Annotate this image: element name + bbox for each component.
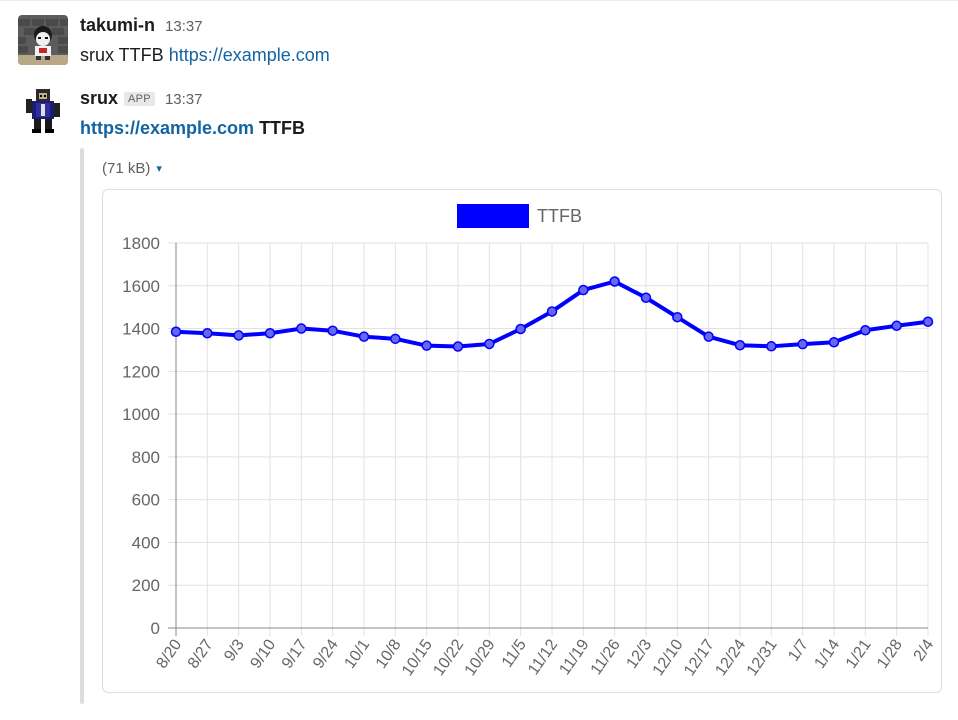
message-bold-text: TTFB (259, 118, 306, 138)
x-tick-label: 11/26 (588, 636, 624, 678)
x-tick-label: 8/27 (185, 636, 217, 671)
app-badge: APP (124, 92, 155, 106)
y-tick-label: 800 (132, 448, 160, 467)
data-point (264, 328, 276, 339)
file-meta: (71 kB) ▾ (102, 160, 162, 177)
data-point (578, 284, 589, 296)
y-tick-label: 0 (151, 619, 160, 638)
message-link[interactable]: https://example.com (80, 118, 255, 138)
chevron-down-icon[interactable]: ▾ (156, 163, 162, 175)
avatar-srux[interactable] (22, 87, 64, 135)
x-tick-label: 12/17 (681, 636, 718, 679)
data-point (609, 276, 620, 287)
x-tick-label: 11/5 (499, 636, 530, 670)
data-point (672, 311, 683, 323)
timestamp[interactable]: 13:37 (165, 18, 203, 35)
attachment-bar (80, 148, 84, 704)
x-tick-label: 9/17 (279, 636, 311, 671)
avatar-image (22, 87, 64, 135)
x-tick-label: 12/24 (712, 636, 749, 679)
legend-label: TTFB (537, 206, 582, 226)
line-chart: 0 200 400 600 800 1000 1200 1400 1600 1800 8/20 8/2… (122, 204, 938, 679)
file-size: (71 kB) (102, 160, 151, 177)
data-point (734, 339, 746, 351)
x-tick-label: 12/10 (650, 636, 687, 679)
data-point (703, 331, 714, 342)
x-tick-label: 11/19 (556, 636, 592, 678)
x-tick-label: 2/4 (911, 636, 938, 664)
x-tick-label: 1/7 (785, 636, 812, 664)
y-tick-label: 1000 (122, 405, 160, 424)
data-point (546, 306, 558, 317)
data-point (296, 323, 307, 334)
x-tick-label: 11/12 (525, 636, 561, 678)
data-point (640, 292, 652, 304)
data-point (421, 340, 432, 351)
avatar-takumi-n[interactable] (18, 15, 68, 65)
x-tick-label: 8/20 (153, 636, 185, 671)
data-point (170, 326, 182, 338)
x-tick-label: 12/31 (744, 636, 781, 679)
x-tick-label: 9/10 (247, 636, 279, 671)
x-tick-label: 1/14 (811, 636, 843, 671)
x-tick-label: 1/28 (874, 636, 906, 671)
x-tick-label: 10/1 (341, 636, 373, 671)
y-tick-label: 1600 (122, 277, 160, 296)
message-text: srux TTFB https://example.com (80, 45, 330, 66)
data-point (202, 328, 213, 339)
data-point (922, 316, 934, 327)
y-tick-label: 200 (132, 576, 160, 595)
message-header: srux APP 13:37 (80, 88, 203, 109)
y-tick-label: 400 (132, 533, 160, 552)
username[interactable]: srux (80, 88, 119, 108)
data-point (233, 330, 244, 341)
data-point (358, 331, 370, 342)
timestamp[interactable]: 13:37 (164, 91, 203, 108)
data-point (797, 338, 808, 350)
chart-image[interactable]: 0 200 400 600 800 1000 1200 1400 1600 1800 8/20 8/2… (102, 189, 942, 693)
message-text: https://example.com TTFB (80, 118, 305, 139)
avatar-image (18, 15, 68, 65)
x-tick-label: 10/15 (399, 636, 436, 679)
message-link[interactable]: https://example.com (168, 45, 330, 65)
y-tick-label: 600 (132, 491, 160, 510)
x-tick-label: 9/24 (310, 636, 342, 671)
data-point (766, 341, 777, 352)
data-point (452, 341, 464, 352)
data-point (390, 333, 401, 345)
data-point (327, 325, 338, 336)
message-plain-text: srux TTFB (80, 45, 169, 65)
x-tick-label: 10/22 (430, 636, 467, 679)
username[interactable]: takumi-n (80, 15, 156, 35)
data-point (484, 338, 495, 350)
x-tick-label: 1/21 (843, 636, 875, 671)
y-tick-label: 1400 (122, 320, 160, 339)
data-point (860, 325, 871, 336)
data-point (515, 323, 526, 335)
y-tick-label: 1800 (122, 234, 160, 253)
x-tick-label: 10/29 (462, 636, 499, 679)
data-point (891, 320, 902, 332)
y-tick-label: 1200 (122, 362, 160, 381)
top-divider (0, 0, 958, 1)
message-header: takumi-n 13:37 (80, 15, 203, 36)
legend-swatch (457, 204, 529, 228)
data-point (828, 336, 840, 348)
x-tick-label: 9/3 (221, 636, 248, 664)
